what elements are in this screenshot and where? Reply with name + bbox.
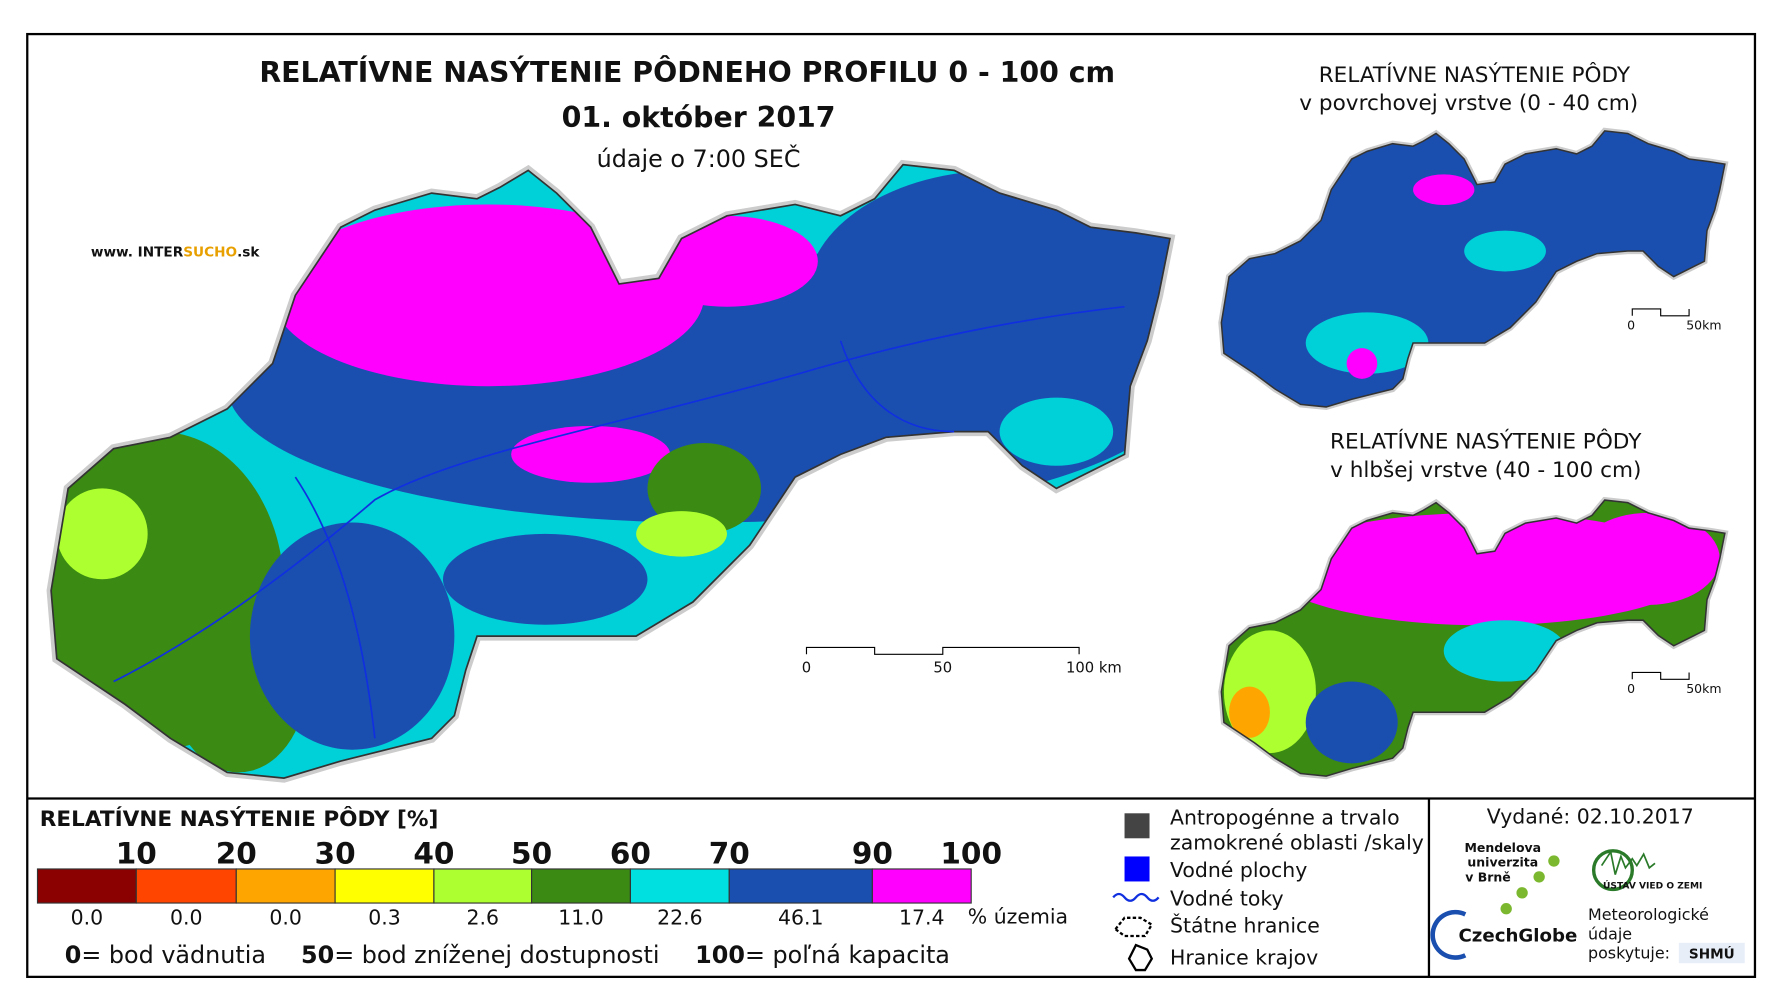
inset-map [1221, 500, 1724, 776]
note-value: 50 [301, 941, 334, 969]
symbol-region [1127, 943, 1154, 972]
scale-bar: 0 50 100 km [802, 646, 1122, 676]
meteo-text: údaje [1588, 924, 1632, 943]
symbol-legend: Antropogénne a trvalo zamokrené oblasti … [1112, 806, 1424, 972]
class-share: 0.0 [71, 906, 104, 930]
shmu-logo [1678, 942, 1745, 964]
legend-notes: 0= bod vädnutia 50= bod zníženej dostupn… [65, 941, 950, 969]
website-part: www. INTER [91, 245, 184, 261]
legend-swatch [433, 868, 533, 904]
logo-text: Mendelova [1464, 840, 1541, 855]
inset-title: RELATÍVNE NASÝTENIE PÔDY [1319, 62, 1631, 88]
note-text: = poľná kapacita [745, 941, 950, 969]
class-share: 22.6 [657, 906, 703, 930]
issued: Vydané: 02.10.2017 [1487, 805, 1694, 829]
title: RELATÍVNE NASÝTENIE PÔDNEHO PROFILU 0 - … [259, 55, 1115, 89]
scale-label: 0 [802, 659, 811, 676]
legend-swatch [531, 868, 631, 904]
czechglobe: CzechGlobe [1458, 926, 1577, 947]
symbol-anthropogenic [1124, 813, 1150, 839]
czechglobe-swoosh [1430, 909, 1467, 960]
inset-scale [1631, 671, 1690, 680]
inset-subtitle: v povrchovej vrstve (0 - 40 cm) [1299, 91, 1638, 116]
inset-scale [1631, 308, 1690, 317]
note-text: = bod zníženej dostupnosti [334, 941, 659, 969]
break-label: 60 [610, 836, 651, 870]
symbol-text: zamokrené oblasti /skaly [1170, 831, 1424, 855]
note-text: = bod vädnutia [81, 941, 266, 969]
symbol-water [1124, 856, 1150, 882]
scale-label: 100 km [1066, 659, 1122, 676]
saturation-fill [51, 164, 1170, 779]
class-share: 17.4 [899, 906, 945, 930]
class-share: 0.3 [368, 906, 401, 930]
date: 01. október 2017 [562, 101, 836, 134]
class-share: 46.1 [778, 906, 824, 930]
break-label: 70 [709, 836, 750, 870]
seismogram [1600, 849, 1656, 875]
scale-label: 50km [1686, 681, 1721, 696]
note-value: 100 [695, 941, 745, 969]
share-unit: % územia [968, 904, 1068, 928]
shmu: SHMÚ [1689, 945, 1735, 963]
break-label: 100 [940, 836, 1002, 870]
legend-swatch [36, 868, 137, 904]
meteo-text: poskytuje: [1588, 944, 1670, 963]
scale-label: 50km [1686, 317, 1721, 332]
break-label: 90 [852, 836, 893, 870]
note-value: 0 [65, 941, 82, 969]
legend-swatch [629, 868, 730, 904]
legend-swatch [728, 868, 873, 904]
meteo-text: Meteorologické [1588, 905, 1709, 924]
class-share: 0.0 [269, 906, 302, 930]
frame [26, 32, 1757, 979]
symbol-text: Štátne hranice [1170, 913, 1320, 938]
symbol-text: Antropogénne a trvalo [1170, 806, 1400, 830]
scale-label: 0 [1627, 317, 1635, 332]
break-label: 10 [116, 836, 157, 870]
inset-title: RELATÍVNE NASÝTENIE PÔDY [1330, 429, 1642, 455]
legend-swatch [235, 868, 336, 904]
legend-swatch [871, 868, 972, 904]
symbol-text: Vodné toky [1170, 886, 1284, 910]
institute: ÚSTAV VIED O ZEMI [1603, 879, 1702, 891]
symbol-text: Hranice krajov [1170, 945, 1318, 969]
website-part: SUCHO [183, 245, 237, 261]
legend-title: RELATÍVNE NASÝTENIE PÔDY [%] [40, 806, 439, 832]
symbol-text: Vodné plochy [1170, 858, 1307, 882]
break-label: 30 [315, 836, 356, 870]
legend-swatch [135, 868, 237, 904]
inset-subtitle: v hlbšej vrstve (40 - 100 cm) [1330, 458, 1641, 483]
break-label: 50 [511, 836, 552, 870]
inset-map [1221, 131, 1724, 407]
scale-label: 50 [933, 659, 952, 676]
break-label: 20 [216, 836, 257, 870]
main-map [34, 165, 1193, 778]
time-note: údaje o 7:00 SEČ [597, 145, 801, 173]
symbol-border [1113, 916, 1154, 938]
website-part: .sk [237, 245, 260, 261]
logo-text: v Brně [1465, 869, 1511, 884]
symbol-river [1112, 892, 1160, 902]
website: www. INTERSUCHO.sk [91, 245, 261, 261]
break-label: 40 [413, 836, 454, 870]
class-share: 11.0 [558, 906, 604, 930]
logo-text: univerzita [1467, 855, 1538, 870]
mendel-logo: Mendelova univerzita v Brně [1464, 840, 1560, 915]
class-share: 2.6 [466, 906, 499, 930]
legend-scale: 0.0 0.0 0.0 0.3 2.6 11.0 22.6 46.1 17.4 10 20 30 40 5… [36, 836, 1002, 930]
legend-swatch [334, 868, 435, 904]
class-share: 0.0 [170, 906, 203, 930]
scale-label: 0 [1627, 681, 1635, 696]
institute-logo [1591, 849, 1634, 892]
